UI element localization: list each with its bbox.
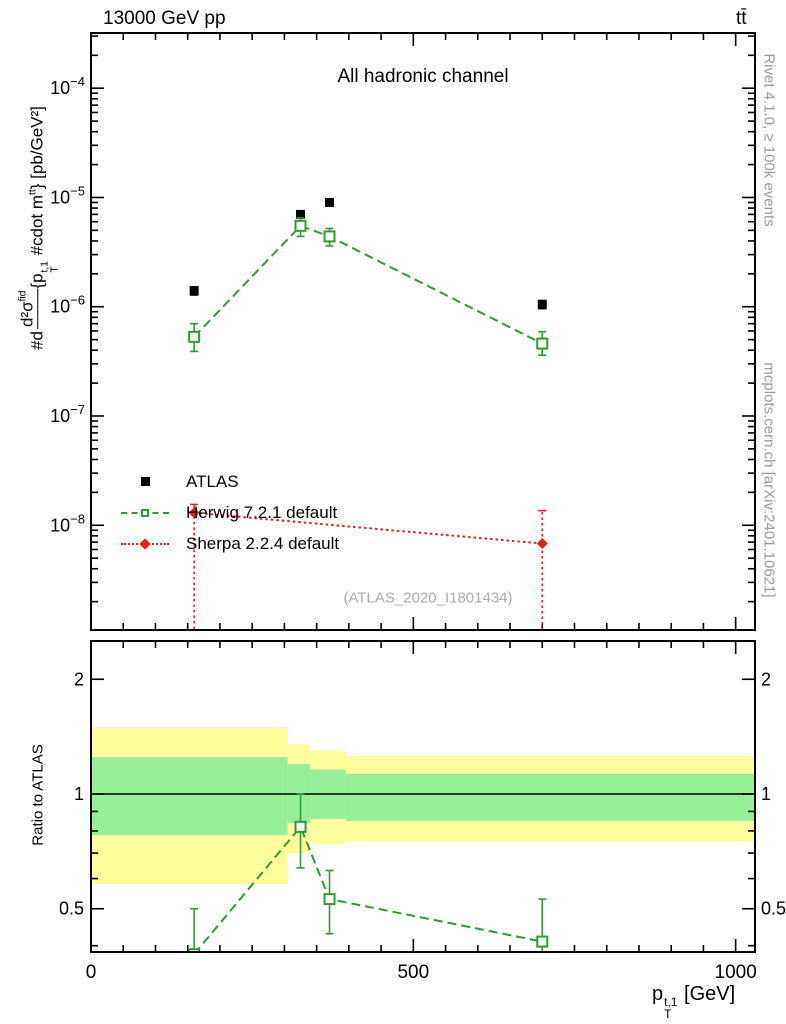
x-supsub: t,1 T — [664, 995, 678, 1021]
legend-label-sherpa: Sherpa 2.2.4 default — [186, 533, 340, 553]
svg-text:1: 1 — [74, 784, 84, 804]
x-axis-label: p t,1 T [GeV] — [652, 983, 736, 1021]
header-beam-energy: 13000 GeV pp — [103, 8, 226, 29]
svg-text:500: 500 — [397, 962, 429, 983]
pt-supsub: t,1 T — [39, 261, 61, 273]
svg-text:10−4: 10−4 — [50, 74, 85, 98]
legend-item-herwig: Herwig 7.2.1 default — [114, 497, 444, 528]
atlas-marker-icon — [140, 477, 150, 486]
svg-text:1: 1 — [761, 784, 771, 804]
legend-symbol-herwig — [114, 508, 176, 517]
svg-text:10−6: 10−6 — [50, 293, 85, 317]
legend-symbol-atlas — [114, 477, 176, 486]
svg-text:10−7: 10−7 — [50, 402, 85, 426]
legend-item-sherpa: Sherpa 2.2.4 default — [114, 528, 444, 559]
analysis-id-watermark: (ATLAS_2020_I1801434) — [343, 589, 513, 607]
legend-label-herwig: Herwig 7.2.1 default — [186, 502, 338, 522]
svg-text:10−5: 10−5 — [50, 183, 85, 207]
ylabel-prefix: #d — [27, 330, 47, 350]
ratio-y-axis-label: Ratio to ATLAS — [29, 744, 47, 846]
svg-text:10−8: 10−8 — [50, 511, 85, 535]
header-process: tt̄ — [736, 8, 747, 29]
svg-text:0: 0 — [86, 962, 97, 983]
svg-text:2: 2 — [761, 669, 771, 689]
svg-text:2: 2 — [74, 669, 84, 689]
ylabel-fraction-numerator: d²σfid — [17, 288, 39, 329]
legend-symbol-sherpa — [114, 537, 176, 550]
main-y-axis-label: #dd²σfid{p t,1 T #cdot mtt} [pb/GeV²] — [17, 106, 61, 350]
rivet-version-note: Rivet 4.1.0, ≥ 100k events — [760, 53, 778, 227]
channel-title: All hadronic channel — [337, 66, 509, 87]
mcplots-credit-note: mcplots.cern.ch [arXiv:2401.10621] — [760, 362, 778, 598]
legend: ATLAS Herwig 7.2.1 default Sherpa 2.2.4 … — [114, 466, 444, 559]
svg-text:0.5: 0.5 — [59, 899, 84, 919]
svg-text:1000: 1000 — [715, 962, 757, 983]
sherpa-marker-icon — [139, 537, 151, 550]
herwig-marker-icon — [141, 508, 149, 517]
legend-item-atlas: ATLAS — [114, 466, 444, 497]
legend-label-atlas: ATLAS — [186, 471, 239, 491]
svg-text:0.5: 0.5 — [761, 899, 786, 919]
